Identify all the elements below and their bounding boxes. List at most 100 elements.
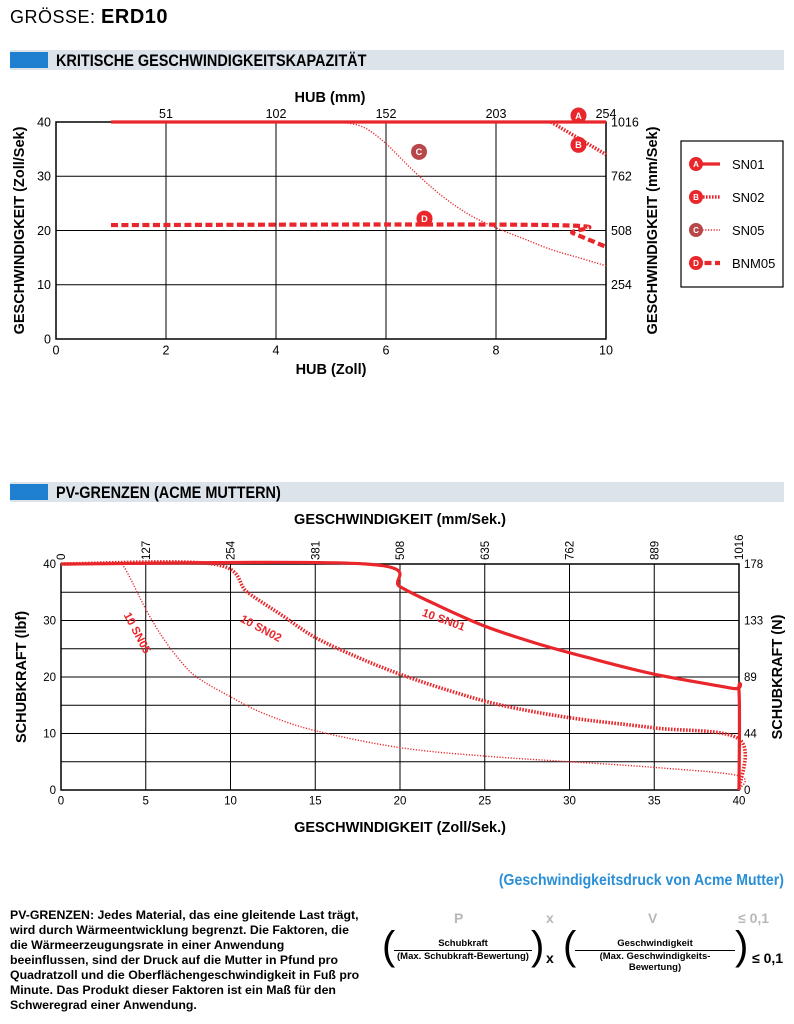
- x2-tick-label: 254: [226, 540, 238, 560]
- marker-letter-b: B: [575, 140, 582, 150]
- marker-letter-a: A: [693, 160, 699, 169]
- formula-paren-close-1: ): [531, 924, 545, 968]
- y-axis-label: SCHUBKRAFT (lbf): [14, 611, 30, 743]
- x2-tick-label: 152: [376, 107, 397, 121]
- y2-tick-label: 44: [744, 729, 757, 741]
- x-tick-label: 15: [309, 796, 322, 808]
- y-tick-label: 0: [50, 785, 56, 797]
- y2-tick-label: 508: [611, 224, 632, 238]
- x-tick-label: 0: [53, 344, 60, 358]
- y2-tick-label: 254: [611, 278, 632, 292]
- series-label: 10 SN05: [121, 611, 153, 657]
- x-tick-label: 35: [648, 796, 661, 808]
- series-marker-d: D: [689, 256, 703, 270]
- legend-label-sn01: SN01: [732, 157, 765, 172]
- series-marker-c: C: [411, 143, 427, 160]
- marker-circle-d: [689, 256, 703, 270]
- formula-limit-bottom: ≤ 0,1: [752, 950, 784, 966]
- marker-letter-a: A: [575, 111, 582, 121]
- marker-circle-d: [416, 210, 433, 227]
- formula-speed-numerator: Geschwindigkeit: [575, 938, 735, 951]
- series-marker-c: C: [689, 223, 703, 237]
- plot-frame: [60, 563, 740, 791]
- series-line-bnm05: [110, 222, 607, 249]
- series-marker-b: B: [689, 190, 703, 204]
- formula-paren-open-2: (: [563, 924, 577, 968]
- series-line-sn05: [341, 121, 607, 267]
- x2-tick-label: 762: [565, 541, 577, 560]
- critical-speed-section-bar: KRITISCHE GESCHWINDIGKEITSKAPAZITÄT: [10, 50, 784, 70]
- legend-label-sn05: SN05: [732, 223, 765, 238]
- series-label: 10 SN01: [420, 607, 467, 634]
- section-accent-block: [10, 52, 48, 68]
- marker-letter-c: C: [416, 147, 423, 157]
- x2-tick-label: 0: [56, 554, 68, 560]
- x-tick-label: 5: [143, 796, 149, 808]
- series-marker-a: A: [689, 157, 703, 171]
- y-tick-label: 20: [43, 672, 56, 684]
- x2-tick-label: 381: [310, 541, 322, 560]
- x-tick-label: 2: [163, 344, 170, 358]
- x2-tick-label: 1016: [734, 534, 746, 560]
- x-tick-label: 20: [394, 796, 407, 808]
- y2-tick-label: 89: [744, 672, 757, 684]
- y-axis-label: GESCHWINDIGKEIT (Zoll/Sek): [12, 126, 28, 334]
- marker-circle-a: [689, 157, 703, 171]
- y-tick-label: 40: [37, 115, 51, 129]
- marker-letter-b: B: [693, 193, 699, 202]
- x2-tick-label: 102: [266, 107, 287, 121]
- y-tick-label: 40: [43, 559, 56, 571]
- y2-tick-label: 133: [744, 616, 763, 628]
- x-tick-label: 40: [733, 796, 746, 808]
- x-tick-label: 30: [563, 796, 576, 808]
- x2-tick-label: 127: [141, 541, 153, 560]
- pv-section-bar: PV-GRENZEN (ACME MUTTERN): [10, 482, 784, 502]
- y-tick-label: 30: [43, 616, 56, 628]
- formula-thrust-numerator: Schubkraft: [394, 938, 532, 951]
- y2-tick-label: 0: [744, 785, 750, 797]
- marker-letter-d: D: [421, 214, 428, 224]
- formula-thrust-denominator: (Max. Schubkraft-Bewertung): [397, 951, 529, 962]
- x-axis-label: GESCHWINDIGKEIT (Zoll/Sek.): [294, 820, 506, 836]
- x-tick-label: 4: [273, 344, 280, 358]
- y2-tick-label: 1016: [611, 115, 639, 129]
- legend-label-sn02: SN02: [732, 190, 765, 205]
- marker-letter-d: D: [693, 259, 699, 268]
- x2-tick-label: 254: [596, 107, 617, 121]
- formula-speed-denominator: (Max. Geschwindigkeits-Bewertung): [599, 951, 711, 973]
- critical-speed-chart: 0 2 4 6 8 10 0 10 20 30 40 254 508 762 1016 51 102 152 203…: [12, 90, 661, 378]
- marker-letter-c: C: [693, 226, 699, 235]
- x2-tick-label: 51: [159, 107, 173, 121]
- y-tick-label: 30: [37, 170, 51, 184]
- formula-limit-top: ≤ 0,1: [738, 910, 770, 926]
- formula-p: P: [454, 910, 464, 926]
- marker-circle-b: [689, 190, 703, 204]
- formula-x-bottom: x: [546, 950, 554, 966]
- series-line-10-sn05: [121, 563, 746, 791]
- x2-axis-label: HUB (mm): [295, 90, 366, 106]
- marker-circle-c: [689, 223, 703, 237]
- x2-tick-label: 889: [649, 541, 661, 560]
- x2-tick-label: 508: [395, 541, 407, 560]
- size-value: ERD10: [101, 6, 169, 28]
- size-heading: GRÖSSE: ERD10: [10, 6, 168, 29]
- formula-v: V: [648, 910, 658, 926]
- x-tick-label: 25: [478, 796, 491, 808]
- y2-axis-label: SCHUBKRAFT (N): [770, 614, 786, 739]
- x-tick-label: 0: [58, 796, 64, 808]
- series-line-10-sn01: [60, 560, 743, 791]
- y-tick-label: 10: [43, 729, 56, 741]
- series-line-10-sn02: [60, 560, 748, 791]
- formula-paren-open-1: (: [382, 924, 396, 968]
- x-tick-label: 6: [383, 344, 390, 358]
- x2-axis-label: GESCHWINDIGKEIT (mm/Sek.): [294, 512, 506, 528]
- formula-speed-fraction: Geschwindigkeit (Max. Geschwindigkeits-B…: [575, 938, 735, 973]
- section-accent-block: [10, 484, 48, 500]
- pv-description: PV-GRENZEN: Jedes Material, das eine gle…: [10, 908, 360, 1012]
- series-label: 10 SN02: [238, 613, 283, 645]
- size-prefix: GRÖSSE:: [10, 7, 96, 27]
- marker-circle-c: [411, 143, 427, 160]
- pv-title: PV-GRENZEN (ACME MUTTERN): [56, 483, 281, 502]
- y-tick-label: 20: [37, 224, 51, 238]
- marker-circle-a: [570, 107, 587, 124]
